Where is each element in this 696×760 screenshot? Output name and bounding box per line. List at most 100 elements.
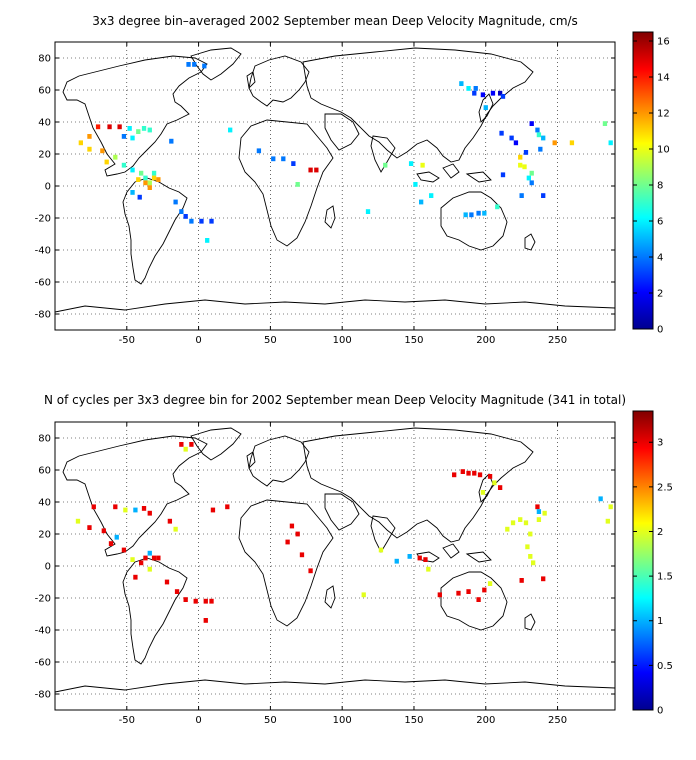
- colorbar-tick-label: 6: [657, 217, 663, 228]
- y-tick-label: -80: [35, 690, 51, 701]
- data-cell: [429, 193, 434, 198]
- data-cell: [605, 518, 610, 524]
- data-cell: [183, 446, 188, 452]
- chart-title: N of cycles per 3x3 degree bin for 2002 …: [44, 393, 626, 407]
- x-tick-label: 150: [404, 335, 423, 346]
- x-tick-label: 150: [404, 715, 423, 726]
- data-cell: [114, 534, 119, 540]
- data-cell: [419, 199, 424, 205]
- data-cell: [87, 134, 92, 139]
- y-tick-label: 60: [38, 466, 51, 477]
- data-cell: [189, 442, 194, 447]
- y-tick-label: 40: [38, 118, 51, 129]
- data-cell: [87, 525, 92, 530]
- data-cell: [156, 177, 161, 182]
- data-cell: [394, 558, 399, 564]
- data-cell: [408, 161, 414, 166]
- data-cell: [518, 162, 523, 168]
- data-cell: [500, 172, 506, 178]
- colorbar-tick-label: 8: [657, 181, 663, 192]
- data-cell: [203, 598, 208, 604]
- data-cell: [487, 474, 493, 479]
- x-tick-label: 250: [548, 335, 567, 346]
- data-cell: [130, 557, 135, 562]
- data-cell: [452, 472, 457, 478]
- data-cell: [536, 517, 542, 522]
- data-cell: [456, 590, 461, 596]
- data-cell: [179, 209, 184, 214]
- data-cell: [123, 507, 128, 513]
- data-cell: [121, 162, 127, 168]
- x-tick-label: 50: [264, 335, 277, 346]
- data-cell: [136, 177, 141, 182]
- data-cell: [523, 520, 529, 526]
- y-tick-label: -80: [35, 310, 51, 321]
- colorbar: [632, 410, 654, 711]
- colorbar-tick-label: 14: [657, 73, 670, 84]
- data-cell: [299, 552, 305, 558]
- colorbar: [632, 31, 654, 330]
- data-cell: [490, 90, 496, 96]
- data-cell: [420, 162, 425, 168]
- data-cell: [209, 218, 214, 224]
- data-cell: [466, 86, 471, 91]
- data-cell: [179, 442, 184, 447]
- data-cell: [497, 485, 503, 490]
- y-tick-label: -20: [35, 594, 51, 605]
- data-cell: [104, 159, 109, 165]
- data-cell: [308, 167, 313, 173]
- data-cell: [505, 526, 510, 532]
- data-cell: [529, 170, 534, 176]
- data-cell: [285, 539, 290, 545]
- data-cell: [193, 598, 198, 604]
- data-cell: [466, 470, 471, 476]
- data-cell: [203, 618, 208, 623]
- data-cell: [602, 121, 608, 126]
- x-tick-label: 0: [195, 335, 201, 346]
- data-cell: [472, 90, 477, 96]
- data-cell: [139, 560, 144, 566]
- y-tick-label: -60: [35, 658, 51, 669]
- colorbar-tick-label: 2.5: [657, 482, 673, 493]
- data-cell: [523, 150, 529, 155]
- data-cell: [541, 193, 546, 198]
- data-cell: [107, 124, 112, 130]
- y-tick-label: -20: [35, 214, 51, 225]
- data-cell: [271, 156, 276, 162]
- colorbar-tick-label: 3: [657, 438, 663, 449]
- chart-title: 3x3 degree bin–averaged 2002 September m…: [92, 14, 578, 28]
- data-cell: [147, 185, 152, 190]
- y-tick-label: 0: [45, 182, 51, 193]
- x-tick-label: 100: [333, 335, 352, 346]
- data-cell: [509, 135, 514, 141]
- y-tick-label: 80: [38, 54, 51, 65]
- data-cell: [538, 146, 543, 152]
- colorbar-tick-label: 2: [657, 527, 663, 538]
- data-cell: [164, 579, 170, 585]
- data-cell: [192, 62, 197, 67]
- x-tick-label: 250: [548, 715, 567, 726]
- data-cell: [147, 566, 152, 572]
- data-cell: [139, 170, 144, 176]
- data-cell: [525, 544, 530, 550]
- data-cell: [608, 504, 613, 510]
- data-cell: [147, 127, 152, 133]
- data-cell: [108, 541, 114, 546]
- x-tick-label: 200: [476, 715, 495, 726]
- data-cell: [483, 105, 488, 110]
- data-cell: [472, 470, 477, 476]
- data-cell: [518, 154, 523, 160]
- data-cell: [531, 560, 536, 566]
- data-cell: [199, 218, 204, 224]
- data-cell: [308, 568, 313, 574]
- data-cell: [365, 209, 371, 214]
- data-cell: [225, 504, 230, 510]
- data-cell: [536, 509, 542, 514]
- data-cell: [519, 193, 524, 198]
- data-cell: [169, 138, 174, 144]
- data-cell: [500, 94, 506, 99]
- data-cell: [314, 167, 319, 173]
- data-cell: [147, 510, 152, 516]
- data-cell: [608, 140, 613, 146]
- data-cell: [141, 506, 147, 511]
